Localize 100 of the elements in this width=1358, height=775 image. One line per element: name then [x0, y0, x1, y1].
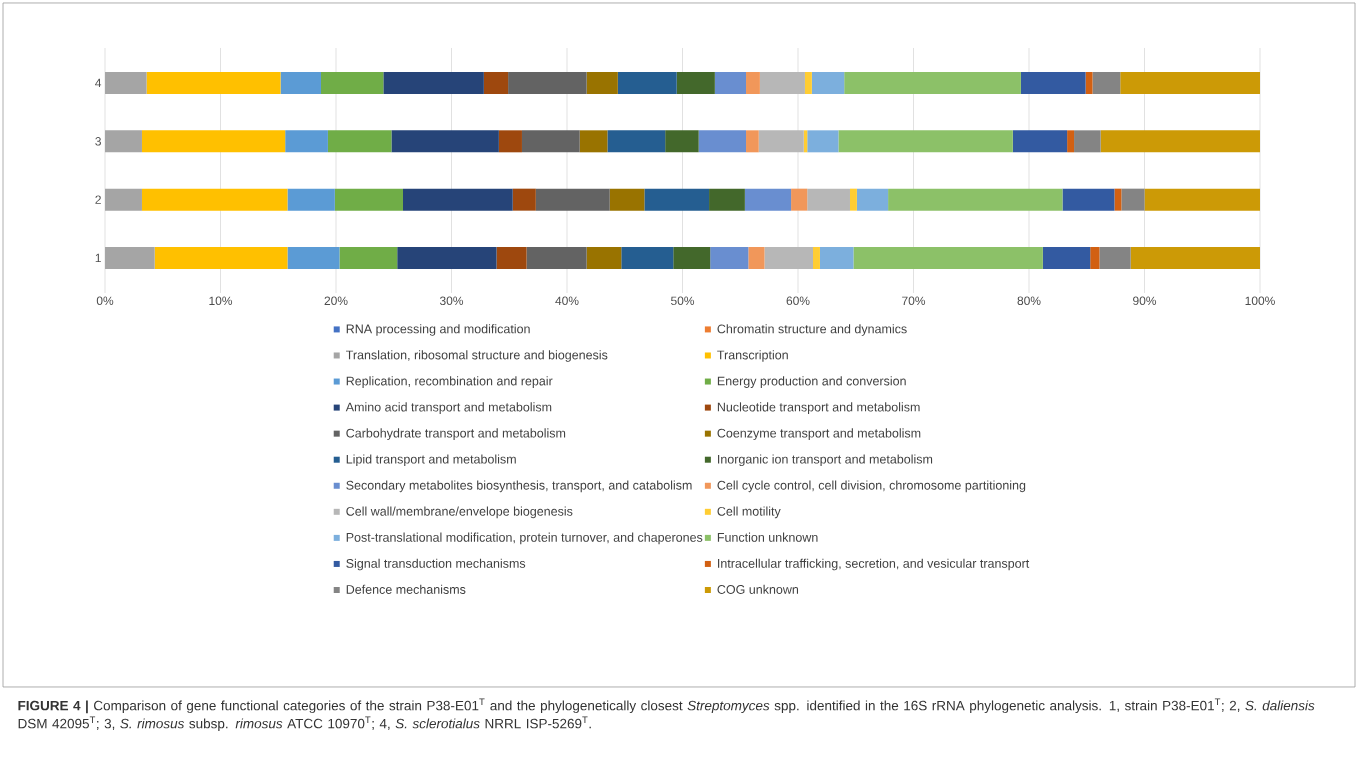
x-tick-label: 90%	[1133, 296, 1157, 306]
bar	[498, 130, 522, 153]
text: FIGURE 4 | Comparison of gene functional categories of the strain P38-E01$^{T}$ and the phylogenetically closest Streptomyces spp. identified in the 16S rRNA phylogenetic analysis. 1, strain P38-E01$^{T}$; 2, S. daliensis DSM 42095$^{T}$; 3, S. rimosus subsp. rimosus ATCC 10970$^{T}$; 4, S. sclerotialus NRRL ISP-5269$^{T}$.	[18, 698, 1315, 732]
bar	[339, 246, 398, 269]
bar	[285, 130, 328, 153]
bar	[791, 188, 808, 211]
bar	[744, 188, 792, 211]
bar	[644, 188, 710, 211]
legend-label: Carbohydrate transport and metabolism	[346, 428, 566, 441]
bar	[1120, 71, 1261, 94]
bar	[748, 246, 765, 269]
bar	[521, 130, 580, 153]
bar	[758, 130, 804, 153]
bar	[1114, 188, 1122, 211]
bar	[1130, 246, 1261, 269]
bar	[1067, 130, 1075, 153]
bar	[154, 246, 288, 269]
bar	[1012, 130, 1068, 153]
legend-label: Lipid transport and metabolism	[346, 454, 516, 467]
bar	[526, 246, 587, 269]
bar	[146, 71, 281, 94]
bar	[391, 130, 499, 153]
x-tick-label: 70%	[902, 296, 926, 306]
bar	[1085, 71, 1093, 94]
bar	[804, 71, 812, 94]
legend-label: Cell cycle control, cell division, chromosome partitioning	[717, 480, 1026, 493]
y-tick-label: 3	[95, 137, 101, 146]
x-tick-label: 20%	[324, 296, 348, 306]
bar	[105, 71, 147, 94]
legend-label: Transcription	[717, 350, 788, 362]
bar	[811, 71, 845, 94]
x-tick-label: 10%	[209, 296, 233, 306]
legend-label: RNA processing and modification	[346, 324, 530, 336]
legend-label: Intracellular trafficking, secretion, and vesicular transport	[718, 558, 1030, 571]
bar	[1144, 188, 1261, 211]
bar	[698, 130, 747, 153]
bar	[764, 246, 814, 269]
bar	[819, 246, 854, 269]
bar	[807, 188, 850, 211]
bar	[280, 71, 321, 94]
bar	[586, 71, 618, 94]
bar	[665, 130, 699, 153]
bar	[403, 188, 513, 211]
bar	[105, 130, 142, 153]
x-tick-label: 0%	[96, 296, 114, 306]
legend-label: Energy production and conversion	[717, 376, 906, 388]
legend-label: Cell motility	[717, 506, 781, 519]
bar	[709, 188, 745, 211]
bar	[1062, 188, 1115, 211]
bar	[607, 130, 666, 153]
bar	[535, 188, 610, 211]
bar	[1100, 130, 1261, 153]
bar	[141, 130, 286, 153]
bar	[844, 71, 1021, 94]
x-tick-label: 30%	[439, 296, 464, 306]
bar	[334, 188, 403, 211]
bar	[710, 246, 749, 269]
legend-label: Inorganic ion transport and metabolism	[718, 454, 933, 467]
y-tick-label: 1	[95, 253, 101, 263]
bar	[807, 130, 839, 153]
bar	[508, 71, 587, 94]
bar	[714, 71, 747, 94]
bar	[397, 246, 497, 269]
legend-label: Nucleotide transport and metabolism	[717, 402, 920, 414]
bar	[676, 71, 715, 94]
bar	[320, 71, 384, 94]
x-tick-label: 40%	[555, 296, 579, 306]
bar	[1042, 246, 1091, 269]
bar	[1090, 246, 1100, 269]
bar	[383, 71, 484, 94]
bar	[141, 188, 288, 211]
x-tick-label: 80%	[1017, 296, 1041, 306]
bar	[849, 188, 857, 211]
bar	[1099, 246, 1131, 269]
bar	[1074, 130, 1101, 153]
bar	[759, 71, 805, 94]
bar	[105, 188, 142, 211]
bar	[746, 71, 760, 94]
bar	[1121, 188, 1145, 211]
bar	[838, 130, 1013, 153]
bar	[579, 130, 608, 153]
legend-label: Replication, recombination and repair	[346, 376, 553, 388]
bar	[609, 188, 645, 211]
bar	[287, 188, 335, 211]
bar	[496, 246, 527, 269]
bar	[853, 246, 1043, 269]
legend-label: Chromatin structure and dynamics	[717, 324, 907, 336]
y-tick-label: 4	[95, 78, 102, 88]
bar	[586, 246, 622, 269]
x-tick-label: 100%	[1245, 296, 1275, 306]
bar	[1092, 71, 1121, 94]
legend-label: COG unknown	[717, 584, 799, 594]
legend-label: Defence mechanisms	[346, 584, 466, 594]
bar	[512, 188, 536, 211]
y-tick-label: 2	[95, 195, 101, 204]
x-tick-label: 50%	[670, 296, 695, 306]
bar	[813, 246, 820, 269]
legend-label: Cell wall/membrane/envelope biogenesis	[346, 506, 573, 519]
bar	[483, 71, 509, 94]
legend-label: Secondary metabolites biosynthesis, transport, and catabolism	[346, 480, 692, 493]
